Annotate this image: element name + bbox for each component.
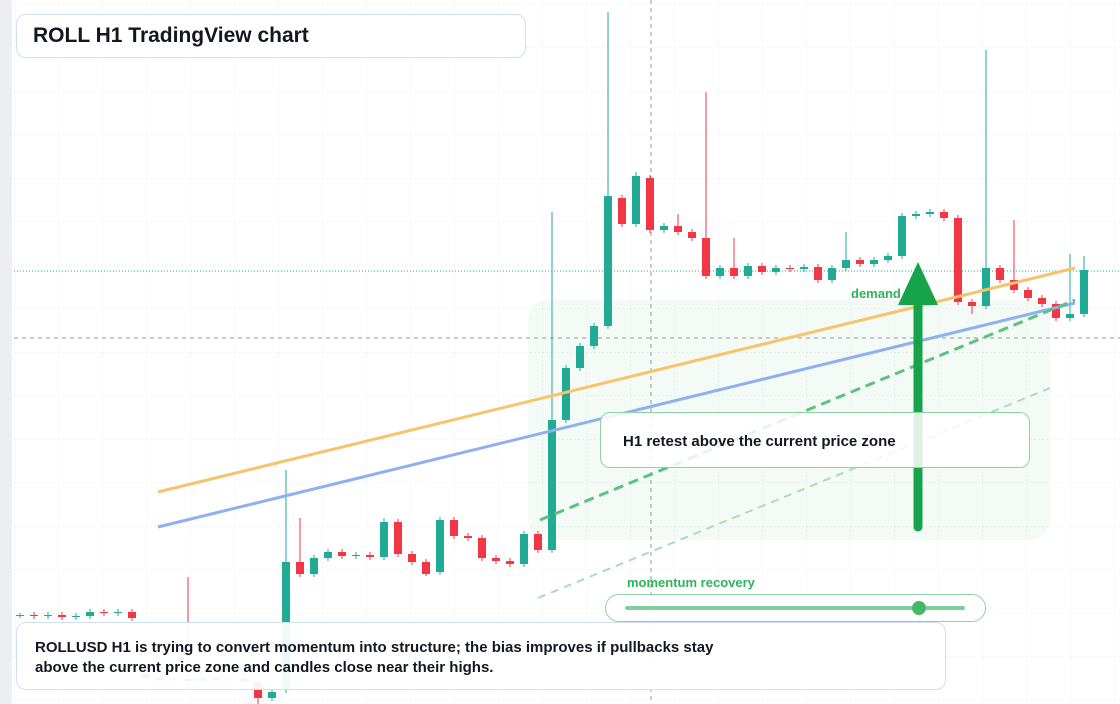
candle-body [86, 612, 94, 616]
candle-body [1024, 290, 1032, 298]
candle-body [128, 612, 136, 618]
candle-body [646, 178, 654, 230]
candle-body [982, 268, 990, 306]
candle-body [1010, 280, 1018, 290]
summary-box: ROLLUSD H1 is trying to convert momentum… [16, 622, 946, 690]
candle-body [660, 226, 668, 230]
candle-body [492, 558, 500, 561]
candle-body [856, 260, 864, 264]
candle-body [800, 267, 808, 269]
candle-body [72, 616, 80, 617]
candle-body [870, 260, 878, 264]
candle-body [1066, 314, 1074, 318]
candle-body [954, 218, 962, 302]
candle-body [100, 612, 108, 613]
candle-body [702, 238, 710, 276]
candle-body [1052, 304, 1060, 318]
candle-body [786, 268, 794, 269]
candle-body [842, 260, 850, 268]
candle-body [114, 612, 122, 613]
candle-body [324, 552, 332, 558]
candle-body [898, 216, 906, 256]
slider-track [625, 601, 965, 615]
candle-body [254, 682, 262, 698]
candle-body [730, 268, 738, 276]
candle-body [940, 212, 948, 218]
candle-body [352, 555, 360, 556]
candle-body [926, 212, 934, 214]
left-edge [0, 0, 12, 704]
title: ROLL H1 TradingView chart [16, 14, 526, 58]
candle-body [828, 268, 836, 280]
momentum-slider [605, 594, 986, 622]
candle-body [618, 198, 626, 224]
candle-body [1080, 270, 1088, 314]
summary-text: ROLLUSD H1 is trying to convert momentum… [35, 639, 714, 676]
candle-body [912, 214, 920, 216]
candle-body [576, 346, 584, 368]
trend-line-green [539, 298, 1076, 522]
candle-body [884, 256, 892, 260]
zone-label: demand side [851, 286, 931, 301]
candle-body [814, 267, 822, 280]
candle-body [520, 534, 528, 564]
candle-body [380, 522, 388, 557]
candle-body [366, 555, 374, 557]
candle-body [968, 302, 976, 306]
candle-body [394, 522, 402, 554]
candle-body [506, 561, 514, 564]
candle-body [44, 615, 52, 616]
candle-body [590, 326, 598, 346]
candle-body [310, 558, 318, 574]
candle-body [534, 534, 542, 550]
candle-body [688, 232, 696, 238]
candle-body [562, 368, 570, 420]
candle-body [478, 538, 486, 558]
candle-body [632, 176, 640, 224]
candle-body [772, 268, 780, 272]
candle-body [548, 420, 556, 550]
knob [912, 601, 926, 615]
candle-body [1038, 298, 1046, 304]
candle-body [674, 226, 682, 232]
candle-body [16, 615, 24, 616]
candle-body [464, 536, 472, 538]
candle-body [450, 520, 458, 536]
candle-body [268, 692, 276, 698]
candle-body [744, 266, 752, 276]
candle-body [338, 552, 346, 556]
candle-body [422, 562, 430, 574]
candle-body [408, 554, 416, 562]
retest-note: H1 retest above the current price zone [600, 412, 1030, 468]
momentum-label: momentum recovery [627, 575, 755, 590]
candle-body [758, 266, 766, 272]
candle-body [716, 268, 724, 276]
candle-body [604, 196, 612, 326]
candle-body [296, 562, 304, 574]
candle-body [58, 615, 66, 617]
candle-body [436, 520, 444, 572]
candle-body [30, 615, 38, 616]
candle-body [996, 268, 1004, 280]
